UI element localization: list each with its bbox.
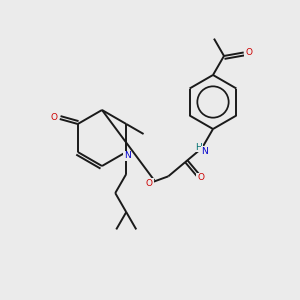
Text: O: O	[50, 113, 57, 122]
Text: N: N	[202, 147, 208, 156]
Text: H: H	[196, 142, 202, 152]
Text: N: N	[124, 152, 130, 160]
Text: O: O	[146, 179, 153, 188]
Text: O: O	[197, 173, 204, 182]
Text: O: O	[245, 48, 252, 57]
